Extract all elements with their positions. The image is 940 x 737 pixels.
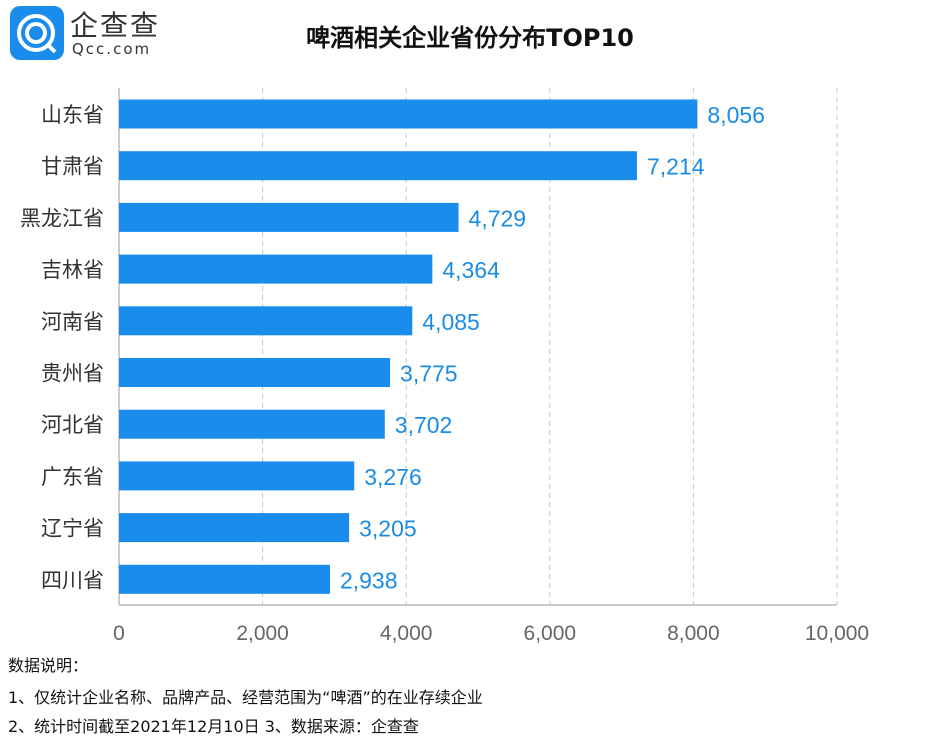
value-label: 4,085: [422, 309, 480, 335]
logo-text: 企查查: [70, 9, 161, 42]
bar: [119, 409, 385, 439]
category-label: 四川省: [41, 568, 104, 592]
value-label: 4,729: [469, 205, 527, 231]
x-tick-label: 4,000: [380, 622, 433, 645]
bar: [119, 461, 355, 491]
category-label: 甘肃省: [41, 155, 104, 179]
category-label: 河南省: [41, 310, 104, 334]
value-label: 3,702: [395, 412, 453, 438]
value-label: 8,056: [707, 102, 765, 128]
x-tick-label: 2,000: [236, 622, 289, 645]
bar: [119, 202, 459, 232]
bar: [119, 306, 413, 336]
value-label: 3,276: [364, 464, 422, 490]
value-label: 3,775: [400, 361, 458, 387]
category-label: 广东省: [41, 465, 104, 489]
category-label: 辽宁省: [41, 517, 104, 541]
value-label: 2,938: [340, 567, 398, 593]
logo-domain: Qcc.com: [72, 40, 152, 58]
chart-title: 啤酒相关企业省份分布TOP10: [306, 24, 634, 52]
value-label: 4,364: [442, 257, 500, 283]
bar-chart: 0 2,000 4,000 6,000 8,000 10,000 山东省 8,056 甘肃省 7,…: [20, 88, 869, 645]
qcc-logo-icon: [10, 6, 64, 60]
value-label: 7,214: [647, 154, 705, 180]
category-label: 贵州省: [41, 362, 104, 386]
notes-heading: 数据说明：: [8, 656, 89, 675]
value-label: 3,205: [359, 516, 417, 542]
bar: [119, 564, 330, 594]
x-tick-label: 6,000: [524, 622, 577, 645]
category-label: 山东省: [41, 103, 104, 127]
bar: [119, 358, 391, 387]
category-label: 河北省: [41, 413, 104, 437]
x-tick-label: 8,000: [667, 622, 720, 645]
notes-line-2: 2、统计时间截至2021年12月10日 3、数据来源：企查查: [8, 717, 419, 736]
x-tick-label: 0: [113, 622, 125, 645]
bar: [119, 151, 637, 181]
category-label: 黑龙江省: [20, 206, 104, 230]
x-tick-label: 10,000: [805, 622, 869, 645]
bar: [119, 99, 698, 129]
category-label: 吉林省: [41, 258, 104, 282]
notes-line-1: 1、仅统计企业名称、品牌产品、经营范围为“啤酒”的在业存续企业: [8, 688, 483, 707]
bar: [119, 513, 350, 543]
bar: [119, 254, 433, 284]
